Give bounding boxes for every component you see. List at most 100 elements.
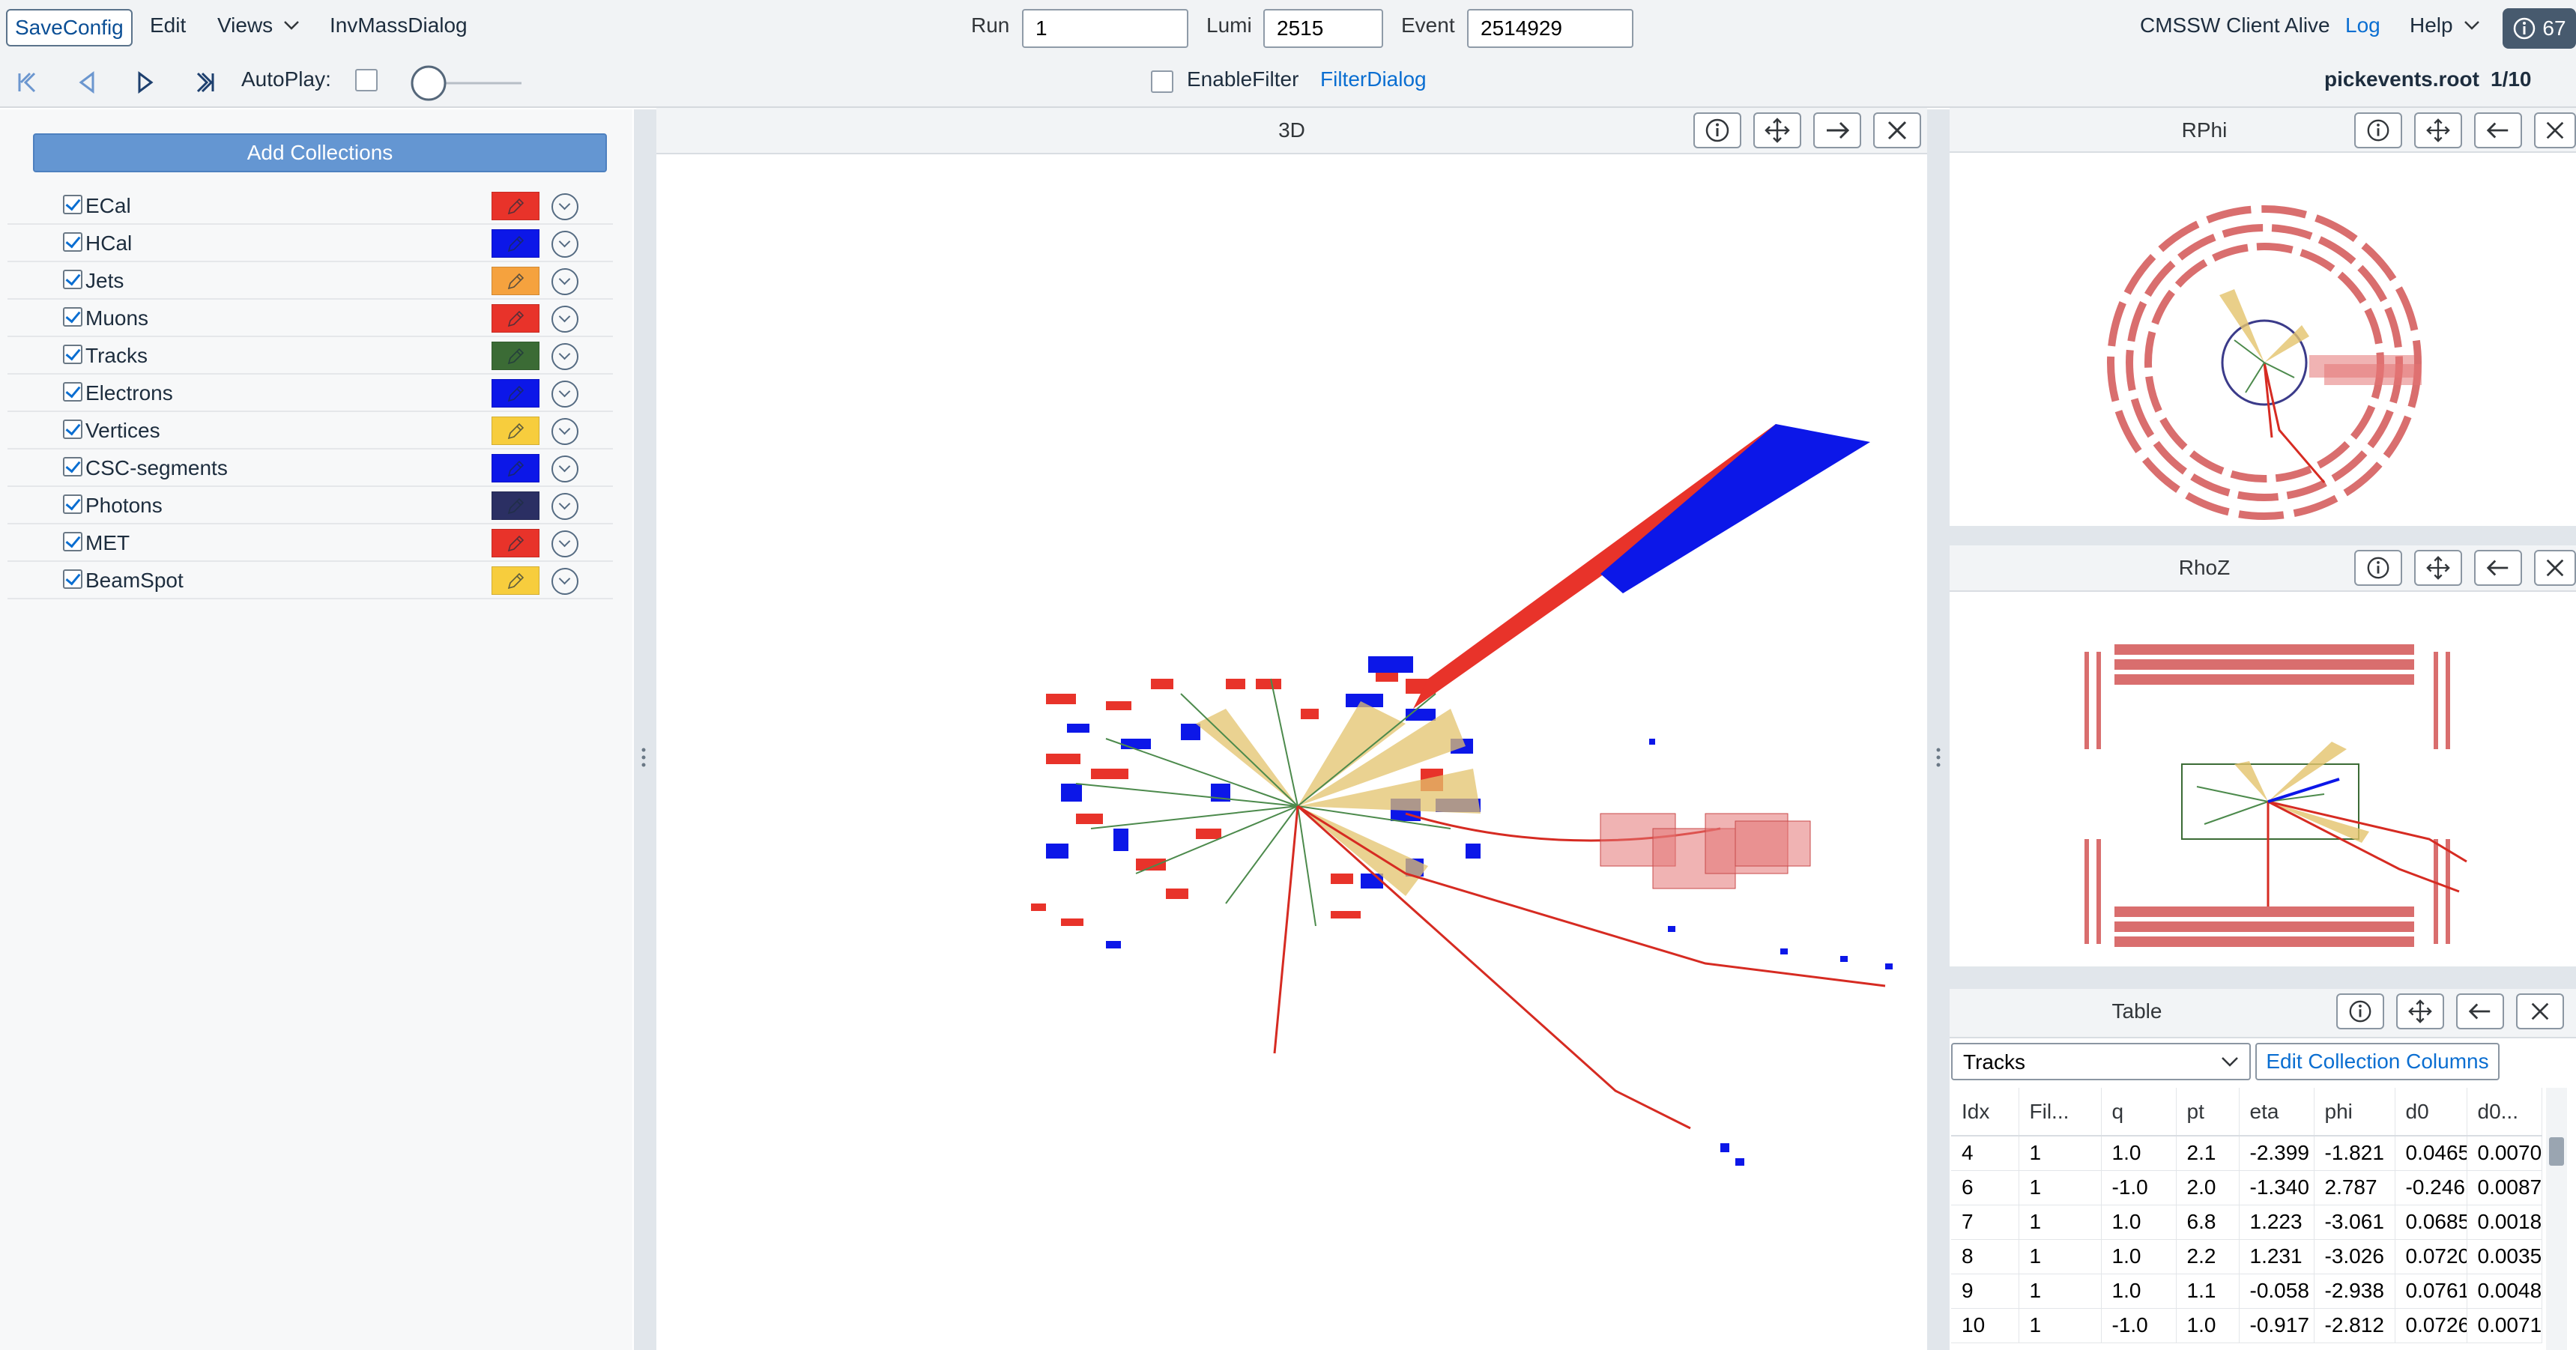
- collection-row[interactable]: HCal: [7, 225, 613, 262]
- collection-options-button[interactable]: [551, 231, 578, 258]
- collection-row[interactable]: BeamSpot: [7, 562, 613, 599]
- collection-visibility-checkbox[interactable]: [63, 195, 82, 214]
- filter-dialog-link[interactable]: FilterDialog: [1320, 67, 1427, 91]
- run-input[interactable]: [1022, 9, 1188, 48]
- collection-visibility-checkbox[interactable]: [63, 345, 82, 364]
- collection-visibility-checkbox[interactable]: [63, 270, 82, 289]
- collection-options-button[interactable]: [551, 306, 578, 333]
- autoplay-checkbox[interactable]: [355, 69, 378, 91]
- views-menu[interactable]: Views: [217, 13, 300, 37]
- rhoz-swap-button[interactable]: [2474, 550, 2522, 586]
- collection-visibility-checkbox[interactable]: [63, 494, 82, 514]
- rphi-rhoz-splitter[interactable]: [1950, 526, 2576, 545]
- rphi-move-button[interactable]: [2414, 112, 2462, 148]
- left-splitter[interactable]: [634, 109, 656, 1350]
- collection-visibility-checkbox[interactable]: [63, 569, 82, 589]
- previous-event-icon[interactable]: [72, 67, 102, 97]
- collection-options-button[interactable]: [551, 268, 578, 295]
- collection-row[interactable]: Photons: [7, 487, 613, 524]
- table-row[interactable]: 6 1 -1.0 2.0 -1.340 2.787 -0.246 0.0087: [1951, 1170, 2542, 1205]
- inv-mass-dialog-menu[interactable]: InvMassDialog: [330, 13, 468, 37]
- table-column-header[interactable]: pt: [2176, 1088, 2240, 1136]
- collection-row[interactable]: Muons: [7, 300, 613, 337]
- collection-visibility-checkbox[interactable]: [63, 532, 82, 551]
- rphi-info-button[interactable]: [2354, 112, 2402, 148]
- rphi-close-button[interactable]: [2534, 112, 2576, 148]
- rhoz-table-splitter[interactable]: [1950, 966, 2576, 989]
- edit-menu[interactable]: Edit: [150, 13, 187, 37]
- table-row[interactable]: 4 1 1.0 2.1 -2.399 -1.821 0.0465 0.0070: [1951, 1136, 2542, 1171]
- collection-visibility-checkbox[interactable]: [63, 457, 82, 476]
- collection-color-button[interactable]: [492, 529, 539, 557]
- rhoz-close-button[interactable]: [2534, 550, 2576, 586]
- table-row[interactable]: 8 1 1.0 2.2 1.231 -3.026 0.0720 0.0035: [1951, 1239, 2542, 1274]
- collection-color-button[interactable]: [492, 267, 539, 295]
- table-column-header[interactable]: q: [2101, 1088, 2177, 1136]
- table-info-button[interactable]: [2336, 993, 2384, 1029]
- collection-visibility-checkbox[interactable]: [63, 382, 82, 402]
- lumi-input[interactable]: [1263, 9, 1383, 48]
- table-column-header[interactable]: Idx: [1951, 1088, 2019, 1136]
- table-column-header[interactable]: Fil...: [2019, 1088, 2102, 1136]
- last-event-icon[interactable]: [190, 67, 220, 97]
- collection-options-button[interactable]: [551, 193, 578, 220]
- collection-row[interactable]: ECal: [7, 187, 613, 225]
- collection-visibility-checkbox[interactable]: [63, 232, 82, 252]
- collection-color-button[interactable]: [492, 192, 539, 220]
- table-move-button[interactable]: [2396, 993, 2444, 1029]
- collection-options-button[interactable]: [551, 568, 578, 595]
- table-swap-button[interactable]: [2456, 993, 2504, 1029]
- collection-color-button[interactable]: [492, 342, 539, 370]
- notification-badge[interactable]: 67: [2503, 8, 2576, 49]
- table-collection-select[interactable]: Tracks: [1951, 1043, 2251, 1080]
- table-column-header[interactable]: phi: [2314, 1088, 2395, 1136]
- collection-color-button[interactable]: [492, 417, 539, 445]
- collection-options-button[interactable]: [551, 530, 578, 557]
- rhoz-canvas[interactable]: [1950, 592, 2576, 966]
- collection-row[interactable]: MET: [7, 524, 613, 562]
- collection-color-button[interactable]: [492, 304, 539, 333]
- table-column-header[interactable]: d0: [2395, 1088, 2467, 1136]
- add-collections-button[interactable]: Add Collections: [33, 133, 607, 172]
- edit-collection-columns-button[interactable]: Edit Collection Columns: [2255, 1043, 2500, 1080]
- table-close-button[interactable]: [2516, 993, 2564, 1029]
- collection-options-button[interactable]: [551, 418, 578, 445]
- collection-row[interactable]: Jets: [7, 262, 613, 300]
- right-splitter[interactable]: [1927, 109, 1950, 1350]
- collection-options-button[interactable]: [551, 381, 578, 408]
- table-column-header[interactable]: eta: [2239, 1088, 2315, 1136]
- first-event-icon[interactable]: [12, 67, 42, 97]
- table-row[interactable]: 7 1 1.0 6.8 1.223 -3.061 0.0685 0.0018: [1951, 1205, 2542, 1240]
- rhoz-move-button[interactable]: [2414, 550, 2462, 586]
- view-3d-info-button[interactable]: [1693, 112, 1741, 148]
- save-config-button[interactable]: SaveConfig: [6, 9, 133, 46]
- collection-row[interactable]: CSC-segments: [7, 450, 613, 487]
- table-row[interactable]: 9 1 1.0 1.1 -0.058 -2.938 0.0761 0.0048: [1951, 1274, 2542, 1309]
- collection-row[interactable]: Vertices: [7, 412, 613, 450]
- collection-row[interactable]: Electrons: [7, 375, 613, 412]
- view-3d-canvas[interactable]: [656, 154, 1927, 1350]
- collection-color-button[interactable]: [492, 379, 539, 408]
- rphi-canvas[interactable]: [1950, 153, 2576, 526]
- event-input[interactable]: [1467, 9, 1633, 48]
- enable-filter-checkbox[interactable]: [1151, 70, 1173, 93]
- collection-color-button[interactable]: [492, 454, 539, 482]
- collection-color-button[interactable]: [492, 229, 539, 258]
- help-menu[interactable]: Help: [2410, 13, 2480, 37]
- table-scrollbar-thumb[interactable]: [2549, 1137, 2564, 1166]
- table-column-header[interactable]: d0...: [2467, 1088, 2542, 1136]
- rphi-swap-button[interactable]: [2474, 112, 2522, 148]
- autoplay-speed-slider[interactable]: [408, 64, 524, 102]
- collection-options-button[interactable]: [551, 455, 578, 482]
- table-scrollbar[interactable]: [2546, 1088, 2567, 1350]
- table-row[interactable]: 10 1 -1.0 1.0 -0.917 -2.812 0.0726 0.0071: [1951, 1308, 2542, 1343]
- log-link[interactable]: Log: [2345, 13, 2380, 37]
- collection-visibility-checkbox[interactable]: [63, 307, 82, 327]
- collection-options-button[interactable]: [551, 493, 578, 520]
- view-3d-swap-button[interactable]: [1813, 112, 1861, 148]
- view-3d-move-button[interactable]: [1753, 112, 1801, 148]
- next-event-icon[interactable]: [130, 67, 160, 97]
- view-3d-close-button[interactable]: [1873, 112, 1921, 148]
- collection-visibility-checkbox[interactable]: [63, 420, 82, 439]
- collection-row[interactable]: Tracks: [7, 337, 613, 375]
